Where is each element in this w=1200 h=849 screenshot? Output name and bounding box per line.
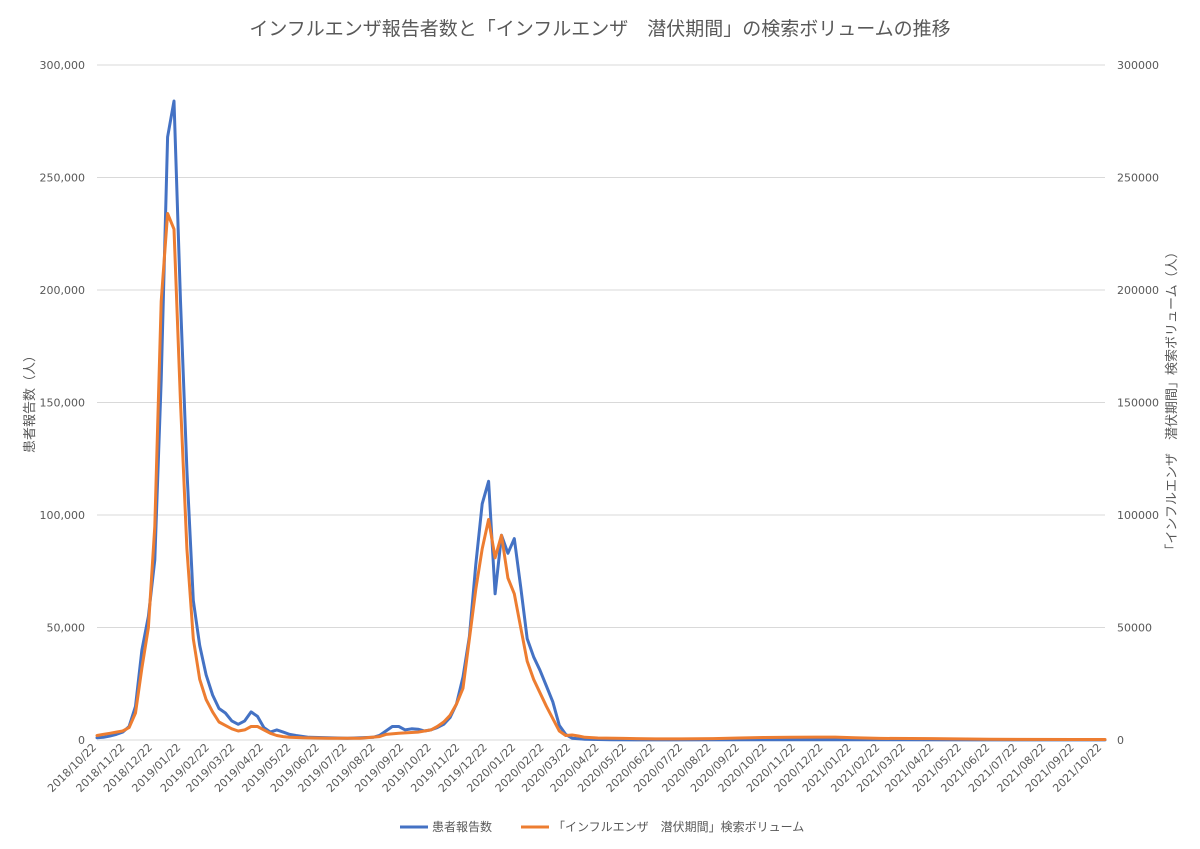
legend-label-search-volume: 「インフルエンザ 潜伏期間」検索ボリューム xyxy=(553,820,804,834)
right-tick-label: 200000 xyxy=(1117,284,1159,297)
legend: 患者報告数 「インフルエンザ 潜伏期間」検索ボリューム xyxy=(400,819,804,834)
left-axis-ticks: 0 50,000 100,000 150,000 200,000 250,000 300,0… xyxy=(40,59,86,747)
x-axis-ticks: 2018/10/222018/11/222018/12/222019/01/22… xyxy=(45,741,1104,795)
gridlines xyxy=(97,64,1105,741)
left-tick-label: 300,000 xyxy=(40,59,86,72)
series-line-search-volume xyxy=(95,212,1107,741)
series-line-patients xyxy=(95,99,1107,742)
right-tick-label: 300000 xyxy=(1117,59,1159,72)
right-axis-title: 「インフルエンザ 潜伏期間」検索ボリューム（人） xyxy=(1165,245,1180,556)
right-tick-label: 100000 xyxy=(1117,509,1159,522)
right-tick-label: 150000 xyxy=(1117,397,1159,410)
left-tick-label: 50,000 xyxy=(47,622,86,635)
right-tick-label: 250000 xyxy=(1117,172,1159,185)
left-tick-label: 100,000 xyxy=(40,509,86,522)
left-tick-label: 150,000 xyxy=(40,397,86,410)
left-axis-title: 患者報告数（人） xyxy=(23,349,38,453)
chart-title: インフルエンザ報告者数と「インフルエンザ 潜伏期間」の検索ボリュームの推移 xyxy=(249,18,950,40)
left-tick-label: 200,000 xyxy=(40,284,86,297)
left-tick-label: 0 xyxy=(78,734,85,747)
series-layer xyxy=(95,99,1107,742)
right-tick-label: 0 xyxy=(1117,734,1124,747)
left-tick-label: 250,000 xyxy=(40,172,86,185)
right-axis-ticks: 0 50000 100000 150000 200000 250000 300000 xyxy=(1117,59,1159,747)
right-tick-label: 50000 xyxy=(1117,622,1152,635)
legend-label-patients: 患者報告数 xyxy=(432,819,492,834)
